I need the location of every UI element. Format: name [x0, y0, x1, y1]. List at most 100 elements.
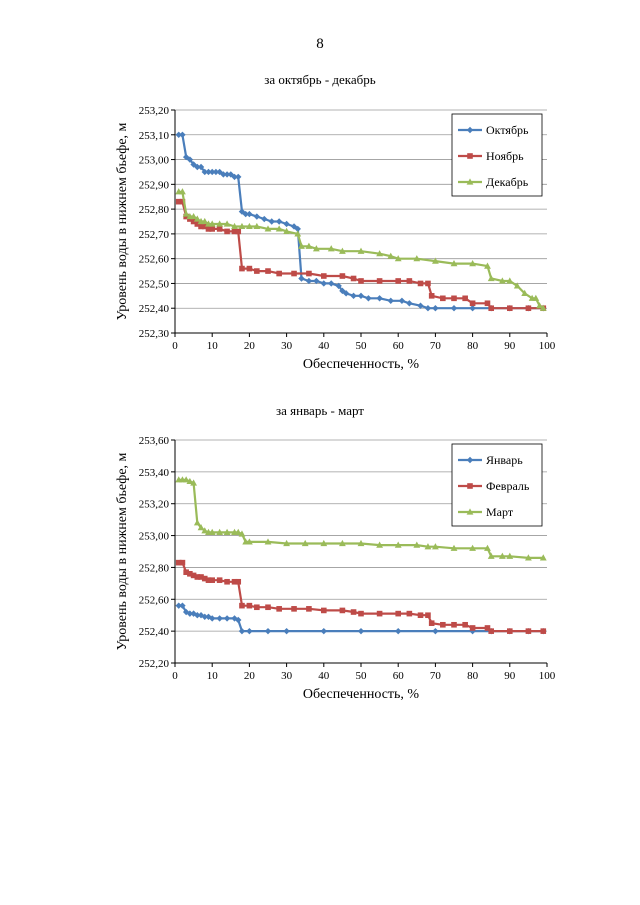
- x-tick-label: 60: [393, 340, 405, 352]
- data-point: [432, 305, 439, 312]
- data-point: [394, 255, 402, 262]
- data-point: [201, 223, 208, 230]
- data-point: [450, 544, 458, 551]
- x-tick-label: 30: [281, 670, 293, 682]
- legend-label: Февраль: [486, 479, 530, 493]
- data-point: [197, 524, 205, 531]
- data-point: [406, 278, 413, 284]
- x-tick-label: 90: [504, 670, 516, 682]
- x-tick-label: 40: [318, 340, 330, 352]
- data-point: [291, 270, 297, 277]
- data-point: [498, 552, 506, 559]
- data-point: [201, 217, 209, 225]
- chart-2-svg: 252,20 252,40 252,60 252,80 253,00 253,20 253,…: [115, 435, 556, 702]
- y-axis-title: Уровень воды в нижнем бьефе, м: [115, 452, 130, 650]
- x-tick-label: 0: [172, 670, 178, 682]
- x-tick-label: 70: [430, 340, 442, 352]
- data-point: [487, 274, 495, 282]
- y-tick-label: 253,60: [139, 435, 170, 447]
- data-point: [417, 280, 424, 287]
- data-point: [291, 606, 297, 612]
- data-point: [209, 577, 215, 583]
- x-tick-label: 70: [430, 670, 442, 682]
- data-point: [450, 260, 458, 267]
- data-point: [298, 275, 305, 282]
- data-point: [198, 574, 204, 580]
- data-point: [238, 627, 246, 635]
- y-tick-label: 252,80: [139, 562, 170, 574]
- data-point: [387, 297, 394, 304]
- data-point: [265, 604, 271, 611]
- data-point: [357, 627, 365, 635]
- data-point: [339, 273, 346, 279]
- data-point: [320, 280, 327, 287]
- data-point: [320, 627, 327, 635]
- data-point: [231, 228, 238, 235]
- y-tick-label: 252,90: [139, 179, 170, 191]
- data-point: [175, 198, 182, 205]
- data-point: [275, 225, 283, 232]
- data-point: [301, 539, 309, 547]
- chart-2: 252,20 252,40 252,60 252,80 253,00 253,20 253,…: [90, 428, 570, 706]
- data-point: [179, 131, 186, 138]
- data-point: [424, 543, 432, 550]
- data-point: [239, 602, 245, 609]
- data-point: [264, 225, 272, 232]
- data-point: [488, 628, 494, 634]
- data-point: [216, 220, 224, 227]
- data-point: [450, 305, 458, 312]
- data-point: [283, 220, 290, 228]
- data-point: [190, 212, 197, 220]
- data-point: [294, 230, 302, 237]
- data-point: [525, 628, 532, 634]
- data-point: [208, 220, 216, 227]
- data-point: [183, 569, 189, 576]
- x-tick-label: 60: [393, 670, 405, 682]
- data-point: [394, 541, 402, 548]
- y-tick-label: 252,70: [139, 229, 170, 241]
- data-point: [283, 539, 290, 547]
- data-point: [179, 559, 186, 566]
- data-point: [305, 242, 313, 249]
- x-tick-label: 80: [467, 340, 479, 352]
- data-point: [179, 188, 186, 195]
- data-point: [231, 173, 238, 181]
- data-point: [193, 215, 201, 222]
- data-point: [462, 621, 468, 628]
- x-axis-title: Обеспеченность, %: [303, 357, 419, 372]
- data-point: [328, 280, 335, 287]
- data-point: [186, 477, 194, 485]
- data-point: [525, 554, 532, 561]
- data-point: [425, 612, 431, 619]
- data-point: [487, 552, 495, 559]
- data-point: [339, 607, 346, 614]
- data-point: [205, 226, 212, 232]
- data-point: [507, 628, 513, 634]
- legend-label: Январь: [486, 453, 523, 467]
- data-point: [216, 615, 223, 622]
- data-point: [246, 538, 253, 545]
- data-point: [182, 210, 190, 217]
- data-point: [395, 278, 401, 284]
- data-point: [283, 227, 290, 235]
- y-tick-label: 253,10: [139, 130, 170, 142]
- data-point: [398, 297, 406, 304]
- data-point: [246, 265, 253, 272]
- data-point: [358, 610, 364, 617]
- legend-label: Декабрь: [486, 175, 529, 189]
- data-point: [201, 575, 208, 582]
- data-point: [179, 198, 186, 205]
- data-point: [395, 627, 402, 635]
- data-point: [451, 621, 457, 628]
- data-point: [387, 252, 395, 259]
- y-tick-label: 253,20: [139, 105, 170, 117]
- data-point: [209, 226, 215, 232]
- chart-2-title: за январь - март: [275, 403, 364, 418]
- data-point: [484, 300, 491, 307]
- data-point: [484, 625, 491, 631]
- data-point: [209, 168, 216, 176]
- data-point: [432, 543, 439, 550]
- chart-1: 252,30 252,40 252,50 252,60 252,70 252,80 252,…: [90, 98, 570, 376]
- x-tick-label: 20: [244, 340, 256, 352]
- data-point: [335, 282, 342, 290]
